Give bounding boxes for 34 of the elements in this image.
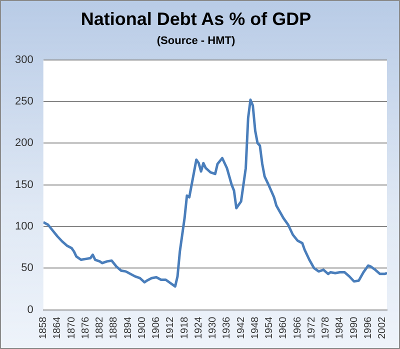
x-tick-label: 1870 <box>66 316 78 340</box>
x-tick-label: 1888 <box>108 316 120 340</box>
x-tick-label: 1942 <box>236 316 247 340</box>
x-tick-label: 1930 <box>208 316 219 340</box>
x-tick-label: 1858 <box>38 316 50 340</box>
y-tick-label: 300 <box>14 54 34 66</box>
y-tick-label: 200 <box>14 137 34 150</box>
x-tick-label: 1960 <box>278 316 290 340</box>
x-tick-label: 1948 <box>250 316 261 340</box>
x-tick-label: 1978 <box>320 316 332 340</box>
y-tick-label: 250 <box>14 95 34 108</box>
chart-title: National Debt As % of GDP <box>80 8 312 29</box>
chart-subtitle: (Source - HMT) <box>156 35 236 48</box>
y-tick-label: 100 <box>14 220 34 232</box>
x-tick-label: 1990 <box>348 316 360 340</box>
x-tick-label: 1996 <box>362 316 374 340</box>
y-tick-label: 0 <box>27 304 34 316</box>
x-tick-label: 1972 <box>306 316 318 340</box>
x-tick-label: 1894 <box>122 316 134 340</box>
y-tick-label: 50 <box>21 262 34 274</box>
x-tick-label: 1918 <box>179 316 190 340</box>
x-tick-label: 2002 <box>377 316 388 340</box>
x-tick-label: 1984 <box>334 316 346 340</box>
x-tick-label: 1906 <box>151 316 162 340</box>
x-tick-label: 1924 <box>193 316 204 340</box>
y-tick-label: 150 <box>14 178 34 191</box>
x-tick-label: 1882 <box>94 316 106 340</box>
x-tick-label: 1876 <box>80 316 92 340</box>
x-tick-label: 1864 <box>52 316 64 340</box>
x-tick-label: 1912 <box>165 316 176 340</box>
x-tick-label: 1966 <box>292 316 304 340</box>
x-tick-label: 1936 <box>222 316 233 340</box>
x-tick-label: 1900 <box>136 316 148 340</box>
x-tick-label: 1954 <box>264 316 276 340</box>
